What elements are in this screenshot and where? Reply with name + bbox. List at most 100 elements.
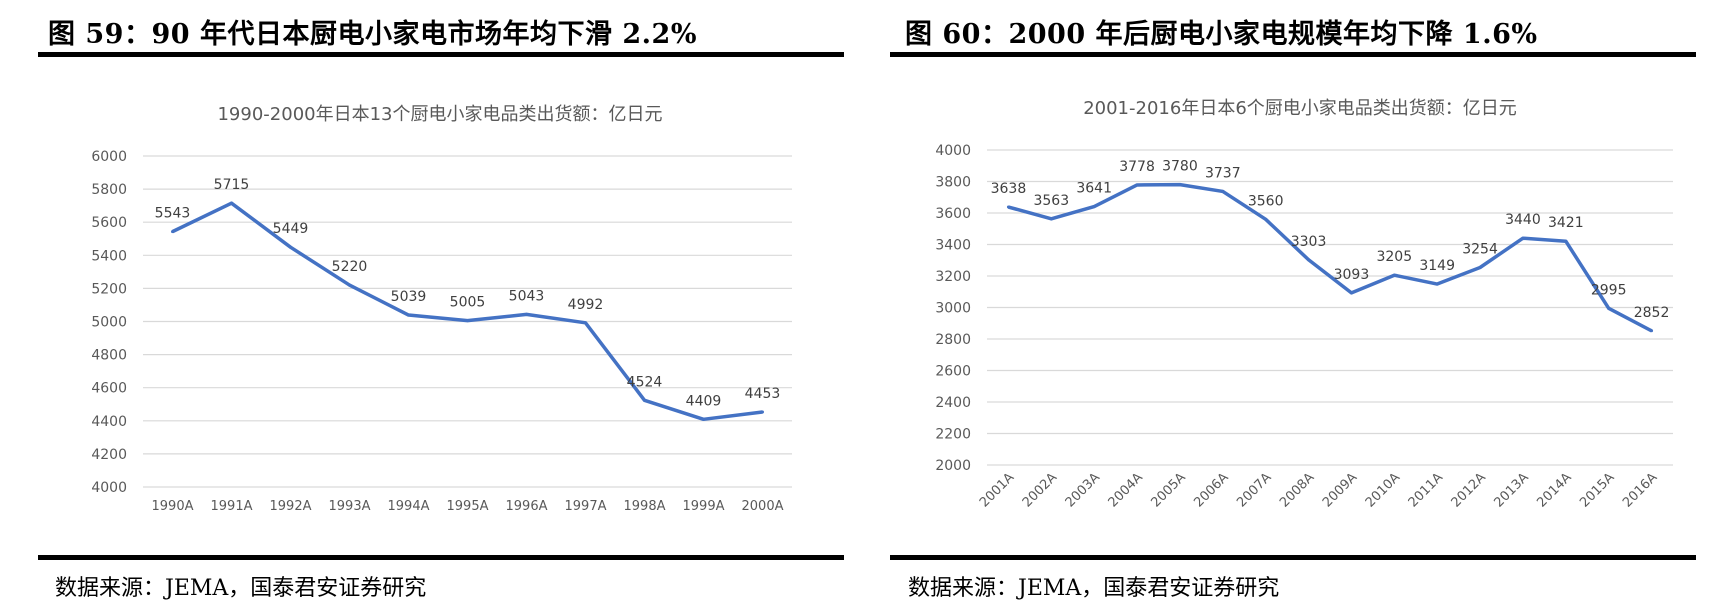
x-tick-label: 1990A [152, 499, 194, 514]
x-tick-label: 2002A [1020, 470, 1060, 510]
data-point [1564, 239, 1568, 243]
data-label: 3421 [1548, 215, 1584, 231]
data-label: 5220 [332, 259, 368, 275]
data-label: 4409 [686, 393, 722, 409]
data-point [1607, 306, 1611, 310]
y-tick-label: 2800 [935, 332, 971, 348]
data-point [1221, 189, 1225, 193]
data-point [702, 417, 705, 421]
y-tick-label: 4000 [935, 143, 971, 159]
x-tick-label: 1998A [624, 499, 666, 514]
data-label: 3638 [991, 181, 1027, 197]
data-label: 5715 [214, 177, 250, 193]
x-tick-label: 2007A [1234, 470, 1274, 510]
y-tick-label: 5600 [91, 215, 127, 231]
x-tick-label: 2012A [1449, 470, 1489, 510]
data-label: 3254 [1462, 241, 1498, 257]
x-tick-label: 2001A [977, 470, 1017, 510]
y-tick-label: 5200 [91, 281, 127, 297]
data-point [230, 201, 233, 205]
figure-59-title: 图 59：90 年代日本厨电小家电市场年均下滑 2.2% [48, 19, 697, 50]
x-tick-label: 1999A [683, 499, 725, 514]
data-point [1478, 265, 1482, 269]
y-tick-label: 4800 [91, 348, 127, 364]
data-point [348, 283, 351, 287]
data-label: 3560 [1248, 193, 1284, 209]
data-label: 4524 [627, 374, 663, 390]
y-tick-label: 5000 [91, 315, 127, 331]
data-label: 3149 [1419, 258, 1455, 274]
data-label: 5449 [273, 221, 309, 237]
series-line [1007, 182, 1653, 333]
data-point [466, 319, 469, 323]
data-point [171, 230, 174, 234]
y-tick-label: 2600 [935, 364, 971, 380]
y-tick-label: 3400 [935, 238, 971, 254]
x-tick-label: 1992A [270, 499, 312, 514]
x-tick-label: 2000A [742, 499, 784, 514]
data-point [1092, 205, 1096, 209]
data-point [1392, 273, 1396, 277]
data-point [1650, 329, 1654, 333]
data-label: 5543 [155, 206, 191, 222]
y-tick-label: 3800 [935, 175, 971, 191]
title-rule-left [38, 52, 844, 57]
data-point [761, 410, 764, 414]
data-point [1049, 217, 1053, 221]
x-tick-label: 2003A [1063, 470, 1103, 510]
y-tick-label: 3200 [935, 269, 971, 285]
data-point [1435, 282, 1439, 286]
data-point [584, 321, 587, 325]
x-tick-label: 2016A [1620, 470, 1660, 510]
data-point [1178, 183, 1182, 187]
data-label: 3563 [1033, 193, 1069, 209]
x-tick-label: 1994A [388, 499, 430, 514]
y-tick-label: 5800 [91, 182, 127, 198]
footer-rule-right [890, 555, 1696, 560]
data-point [1307, 258, 1311, 262]
data-point [643, 398, 646, 402]
y-tick-label: 4600 [91, 381, 127, 397]
y-tick-label: 3600 [935, 206, 971, 222]
data-point [1006, 205, 1010, 209]
data-label: 3440 [1505, 212, 1541, 228]
footer-rule-left [38, 555, 844, 560]
data-point [1135, 183, 1139, 187]
x-tick-label: 1993A [329, 499, 371, 514]
y-tick-label: 2200 [935, 427, 971, 443]
y-tick-label: 2400 [935, 395, 971, 411]
chart-title: 1990-2000年日本13个厨电小家电品类出货额：亿日元 [217, 104, 662, 125]
data-label: 3780 [1162, 159, 1198, 175]
data-point [525, 312, 528, 316]
data-label: 2995 [1591, 282, 1627, 298]
x-tick-label: 1991A [211, 499, 253, 514]
data-label: 5043 [509, 288, 545, 304]
data-label: 4453 [745, 386, 781, 402]
x-tick-label: 1996A [506, 499, 548, 514]
data-point [289, 245, 292, 249]
y-tick-label: 6000 [91, 149, 127, 165]
x-tick-label: 2008A [1277, 470, 1317, 510]
data-point [407, 313, 410, 317]
data-label: 3093 [1334, 267, 1370, 283]
data-label: 5039 [391, 289, 427, 305]
series-line [171, 201, 763, 422]
data-label: 2852 [1634, 305, 1670, 321]
x-tick-label: 2005A [1148, 470, 1188, 510]
source-left: 数据来源：JEMA，国泰君安证券研究 [55, 576, 427, 601]
source-right: 数据来源：JEMA，国泰君安证券研究 [908, 576, 1280, 601]
x-tick-label: 2010A [1363, 470, 1403, 510]
data-point [1264, 217, 1268, 221]
figure-60-title: 图 60：2000 年后厨电小家电规模年均下降 1.6% [905, 19, 1538, 50]
y-tick-label: 4400 [91, 414, 127, 430]
y-tick-label: 2000 [935, 458, 971, 474]
data-point [1349, 291, 1353, 295]
y-tick-label: 5400 [91, 248, 127, 264]
data-label: 3778 [1119, 159, 1155, 175]
data-label: 3303 [1291, 234, 1327, 250]
x-tick-label: 1997A [565, 499, 607, 514]
x-tick-label: 2013A [1491, 470, 1531, 510]
x-tick-label: 2004A [1106, 470, 1146, 510]
